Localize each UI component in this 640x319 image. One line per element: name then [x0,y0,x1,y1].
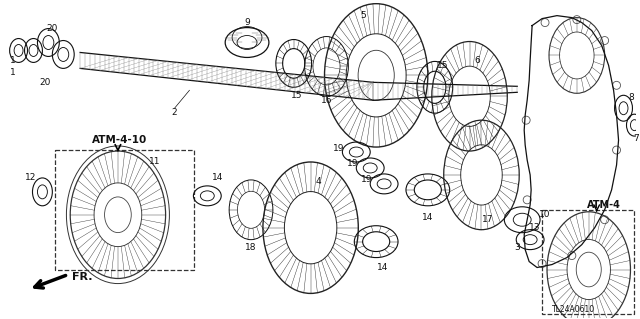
Text: 1: 1 [10,68,15,77]
Text: 14: 14 [422,213,433,222]
Text: 14: 14 [378,263,389,272]
Text: 9: 9 [244,18,250,27]
Text: 16: 16 [321,96,332,105]
Text: 13: 13 [529,223,541,232]
Text: 7: 7 [634,134,639,143]
Text: 20: 20 [40,78,51,87]
Bar [55,150,195,270]
Text: 3: 3 [515,243,520,252]
Text: FR.: FR. [72,272,93,283]
Text: 5: 5 [360,11,366,20]
Text: 1: 1 [10,56,15,65]
Text: 10: 10 [540,210,551,219]
Bar [542,210,634,314]
Text: 11: 11 [149,158,161,167]
Text: 8: 8 [628,93,634,102]
Text: ATM-4: ATM-4 [587,200,621,210]
Text: ATM-4-10: ATM-4-10 [92,135,147,145]
Text: 18: 18 [245,243,257,252]
Text: 17: 17 [482,215,493,224]
Text: 4: 4 [316,177,321,186]
Text: 6: 6 [475,56,481,65]
Text: TL24A0610: TL24A0610 [552,305,595,314]
Text: 15: 15 [291,91,303,100]
Text: 20: 20 [47,24,58,33]
Text: 2: 2 [172,108,177,117]
Text: 15: 15 [437,61,449,70]
Text: 19: 19 [347,160,358,168]
Text: 19: 19 [333,144,344,152]
Text: 12: 12 [25,174,36,182]
Text: 14: 14 [212,174,223,182]
Text: 19: 19 [360,175,372,184]
